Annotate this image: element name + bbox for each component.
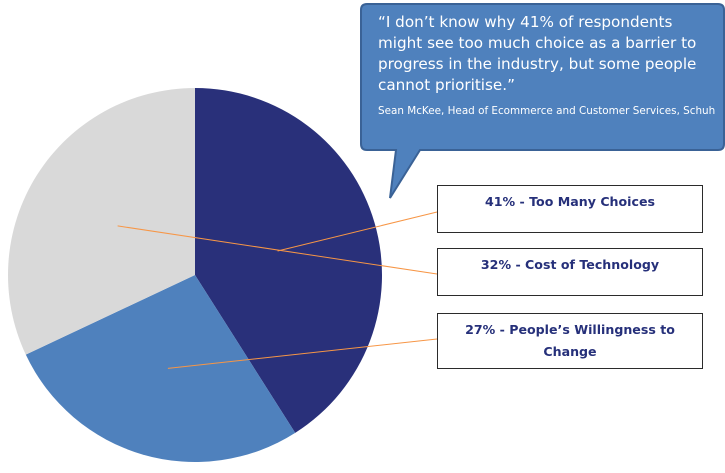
pie-slices [8, 88, 383, 462]
slice-label-peoples-willingness: 27% - People’s Willingness to Change [437, 313, 703, 369]
leader-line [117, 225, 438, 275]
pie-slice-peoples-willingness [25, 275, 296, 462]
callout-attribution: Sean McKee, Head of Ecommerce and Custom… [378, 105, 716, 117]
slice-label-cost-of-technology: 32% - Cost of Technology [437, 248, 703, 296]
slice-label-too-many-choices: 41% - Too Many Choices [437, 185, 703, 233]
pie-slice-cost-of-technology [8, 88, 195, 355]
quote-callout-bubble [360, 3, 725, 199]
leader-lines [117, 211, 438, 369]
leader-line [277, 211, 438, 252]
leader-line [167, 338, 438, 369]
callout-quote: “I don’t know why 41% of respondents mig… [378, 13, 697, 94]
pie-slice-too-many-choices [195, 88, 383, 433]
